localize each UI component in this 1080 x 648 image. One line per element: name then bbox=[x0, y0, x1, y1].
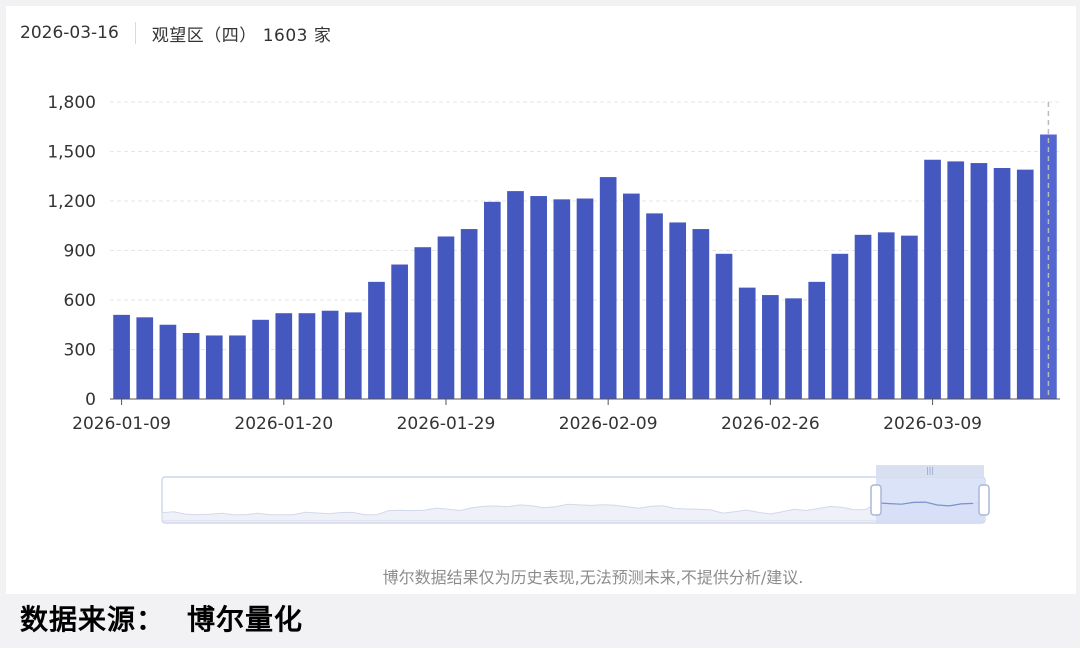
tooltip-value-number: 1603 bbox=[262, 25, 308, 46]
y-tick-label: 1,800 bbox=[47, 93, 96, 113]
bar[interactable] bbox=[738, 287, 756, 399]
slider-resize-handle[interactable] bbox=[978, 484, 990, 516]
y-tick-label: 1,500 bbox=[47, 143, 96, 163]
bar[interactable] bbox=[646, 213, 663, 399]
x-tick-label: 2026-01-29 bbox=[397, 414, 496, 434]
x-tick-label: 2026-01-20 bbox=[234, 414, 333, 434]
bar[interactable] bbox=[275, 313, 293, 399]
datazoom-slider[interactable]: ||| bbox=[161, 465, 990, 524]
bar[interactable] bbox=[182, 333, 200, 399]
bar[interactable] bbox=[877, 232, 895, 399]
disclaimer-text: 博尔数据结果仅为历史表现,无法预测未来,不提供分析/建议. bbox=[382, 568, 804, 587]
bar[interactable] bbox=[136, 317, 154, 399]
bar[interactable] bbox=[947, 161, 965, 399]
bar[interactable] bbox=[507, 191, 524, 399]
bar[interactable] bbox=[530, 196, 547, 399]
bar[interactable] bbox=[368, 281, 385, 399]
tooltip-value-unit: 家 bbox=[313, 25, 332, 46]
bar[interactable] bbox=[924, 159, 941, 399]
bar[interactable] bbox=[970, 163, 988, 399]
bar[interactable] bbox=[252, 319, 269, 399]
y-tick-label: 0 bbox=[85, 390, 96, 410]
bar[interactable] bbox=[391, 264, 408, 399]
bar[interactable] bbox=[576, 198, 594, 399]
x-tick-label: 2026-01-09 bbox=[72, 414, 171, 434]
bar[interactable] bbox=[113, 314, 130, 399]
bar[interactable] bbox=[298, 313, 316, 399]
bar[interactable] bbox=[669, 222, 687, 399]
bar[interactable] bbox=[321, 310, 339, 399]
bar[interactable] bbox=[831, 253, 849, 399]
source-label: 数据来源： bbox=[20, 603, 166, 636]
bar[interactable] bbox=[437, 236, 455, 399]
data-source: 数据来源： 博尔量化 bbox=[20, 598, 303, 638]
slider-move-handle[interactable] bbox=[876, 465, 984, 477]
bar[interactable] bbox=[692, 229, 710, 399]
bar[interactable] bbox=[854, 234, 872, 399]
source-name: 博尔量化 bbox=[187, 603, 304, 636]
bar[interactable] bbox=[1016, 169, 1034, 399]
tooltip-series-value: 观望区（四） 1603 家 bbox=[152, 21, 332, 46]
bar[interactable] bbox=[553, 199, 571, 399]
tooltip-header: 2026-03-16 观望区（四） 1603 家 bbox=[20, 18, 331, 48]
slider-resize-handle[interactable] bbox=[870, 484, 882, 516]
x-tick-label: 2026-03-09 bbox=[883, 414, 982, 434]
tooltip-divider bbox=[134, 22, 136, 44]
bar[interactable] bbox=[993, 168, 1011, 399]
bar[interactable] bbox=[623, 193, 640, 399]
y-axis: 0 300 600 900 1,200 1,500 1,800 bbox=[47, 93, 96, 410]
slider-selected-line bbox=[877, 501, 974, 507]
bar[interactable] bbox=[715, 253, 733, 399]
x-tick-label: 2026-02-09 bbox=[559, 414, 658, 434]
bar[interactable] bbox=[901, 235, 918, 399]
y-tick-label: 1,200 bbox=[47, 192, 96, 212]
tooltip-series-label: 观望区（四） bbox=[151, 25, 257, 46]
bars[interactable] bbox=[113, 102, 1057, 399]
bar[interactable] bbox=[483, 201, 501, 399]
bar[interactable] bbox=[205, 335, 223, 399]
bar[interactable] bbox=[762, 295, 779, 399]
tooltip-date: 2026-03-16 bbox=[20, 23, 119, 43]
slider-preview-area bbox=[161, 501, 986, 522]
bar[interactable] bbox=[344, 312, 362, 399]
bar[interactable] bbox=[808, 281, 826, 399]
bar[interactable] bbox=[460, 229, 478, 399]
bar[interactable] bbox=[414, 247, 432, 399]
y-tick-label: 900 bbox=[64, 242, 96, 262]
y-tick-label: 600 bbox=[64, 291, 96, 311]
bar[interactable] bbox=[229, 335, 246, 399]
bar[interactable] bbox=[159, 324, 177, 399]
bar[interactable] bbox=[599, 177, 617, 399]
bar[interactable] bbox=[785, 298, 802, 399]
slider-selection[interactable] bbox=[876, 477, 984, 523]
x-axis: 2026-01-09 2026-01-20 2026-01-29 2026-02-09… bbox=[72, 398, 1060, 434]
y-tick-label: 300 bbox=[64, 341, 96, 361]
grip-icon: ||| bbox=[926, 466, 934, 475]
x-tick-label: 2026-02-26 bbox=[721, 414, 820, 434]
